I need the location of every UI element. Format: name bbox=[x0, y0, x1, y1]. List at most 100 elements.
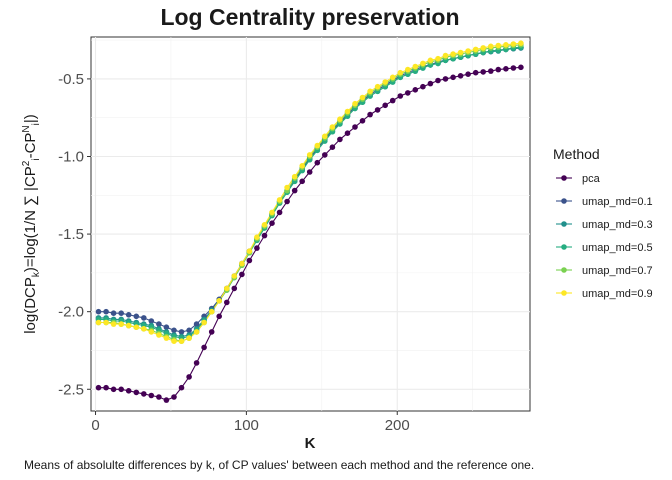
data-point bbox=[472, 69, 479, 76]
data-point bbox=[337, 136, 343, 143]
y-tick-label: -0.5 bbox=[58, 71, 84, 88]
data-point bbox=[141, 391, 147, 397]
data-point bbox=[148, 329, 155, 335]
data-point bbox=[420, 83, 426, 90]
data-point bbox=[359, 94, 366, 101]
data-point bbox=[148, 392, 155, 399]
legend-key-point bbox=[561, 221, 567, 227]
data-point bbox=[465, 71, 471, 77]
data-point bbox=[95, 384, 102, 391]
x-tick-label: 100 bbox=[234, 417, 259, 434]
data-point bbox=[382, 102, 389, 109]
major-gridlines bbox=[91, 37, 530, 411]
data-point bbox=[110, 321, 117, 327]
data-point bbox=[148, 318, 155, 324]
data-point bbox=[314, 159, 321, 166]
data-point bbox=[178, 384, 185, 391]
data-point bbox=[389, 97, 396, 104]
data-point bbox=[193, 360, 200, 366]
data-point bbox=[367, 111, 373, 118]
data-point bbox=[291, 187, 298, 194]
data-point bbox=[488, 68, 494, 74]
data-point bbox=[359, 118, 366, 124]
data-point bbox=[412, 87, 419, 93]
data-point bbox=[435, 77, 441, 84]
data-point bbox=[291, 173, 298, 180]
x-axis-title: K bbox=[305, 435, 316, 452]
data-point bbox=[329, 124, 336, 130]
data-point bbox=[382, 79, 389, 85]
data-point bbox=[495, 66, 502, 73]
data-point bbox=[276, 197, 283, 203]
data-point bbox=[269, 209, 275, 216]
data-point bbox=[118, 310, 124, 317]
data-point bbox=[201, 344, 207, 351]
series-points bbox=[95, 40, 524, 403]
data-point bbox=[352, 124, 358, 130]
data-point bbox=[457, 73, 464, 79]
y-axis-title: log(DCPk)=log(1/N ∑ |CP2i-CPNi|) bbox=[21, 114, 42, 334]
legend-label: umap_md=0.5 bbox=[582, 242, 653, 254]
data-point bbox=[133, 389, 140, 396]
data-point bbox=[208, 329, 215, 335]
data-point bbox=[186, 335, 192, 341]
minor-gridlines bbox=[91, 37, 530, 411]
data-point bbox=[518, 64, 524, 71]
data-point bbox=[103, 384, 109, 391]
data-point bbox=[125, 322, 132, 329]
plot-panel bbox=[90, 36, 531, 412]
data-point bbox=[374, 107, 381, 113]
data-point bbox=[465, 48, 471, 54]
data-point bbox=[284, 198, 290, 205]
plot-background bbox=[90, 36, 531, 412]
data-point bbox=[208, 308, 215, 315]
data-point bbox=[239, 271, 245, 278]
data-point bbox=[306, 152, 313, 158]
x-tick-label: 200 bbox=[385, 417, 410, 434]
data-point bbox=[193, 321, 200, 327]
data-point bbox=[427, 80, 434, 87]
data-point bbox=[503, 42, 509, 48]
legend-label: umap_md=0.7 bbox=[582, 265, 653, 277]
data-point bbox=[299, 163, 306, 169]
data-point bbox=[450, 51, 456, 57]
data-point bbox=[156, 394, 162, 400]
data-point bbox=[171, 327, 177, 334]
svg-text:log(DCPk)=log(1/N ∑ |CP2i-CPNi: log(DCPk)=log(1/N ∑ |CP2i-CPNi|) bbox=[21, 114, 42, 334]
data-point bbox=[314, 142, 321, 149]
data-point bbox=[435, 55, 441, 62]
data-point bbox=[503, 66, 509, 72]
legend-label: pca bbox=[582, 173, 601, 185]
data-point bbox=[178, 338, 185, 345]
data-point bbox=[171, 394, 177, 400]
data-point bbox=[186, 374, 192, 380]
data-point bbox=[125, 312, 132, 318]
data-point bbox=[95, 319, 102, 326]
data-point bbox=[261, 232, 268, 239]
data-point bbox=[472, 46, 479, 53]
data-point bbox=[118, 321, 124, 327]
data-point bbox=[344, 130, 351, 136]
data-point bbox=[201, 319, 207, 326]
data-point bbox=[352, 100, 358, 107]
data-point bbox=[216, 313, 222, 320]
data-point bbox=[216, 298, 222, 304]
data-point bbox=[254, 234, 260, 240]
data-point bbox=[405, 90, 411, 96]
y-axis-ticks: -2.5 -2.0 -1.5 -1.0 -0.5 bbox=[58, 71, 91, 398]
data-point bbox=[518, 40, 524, 46]
data-point bbox=[103, 308, 109, 315]
data-point bbox=[442, 52, 449, 59]
data-point bbox=[427, 57, 434, 64]
data-point bbox=[133, 313, 140, 320]
data-point bbox=[254, 245, 260, 251]
data-point bbox=[125, 388, 132, 394]
data-point bbox=[322, 133, 328, 140]
y-tick-label: -2.0 bbox=[58, 304, 84, 321]
data-point bbox=[231, 273, 238, 279]
data-point bbox=[329, 144, 336, 150]
data-point bbox=[141, 326, 147, 332]
data-point bbox=[269, 220, 275, 226]
data-point bbox=[480, 45, 487, 51]
data-point bbox=[163, 324, 170, 331]
